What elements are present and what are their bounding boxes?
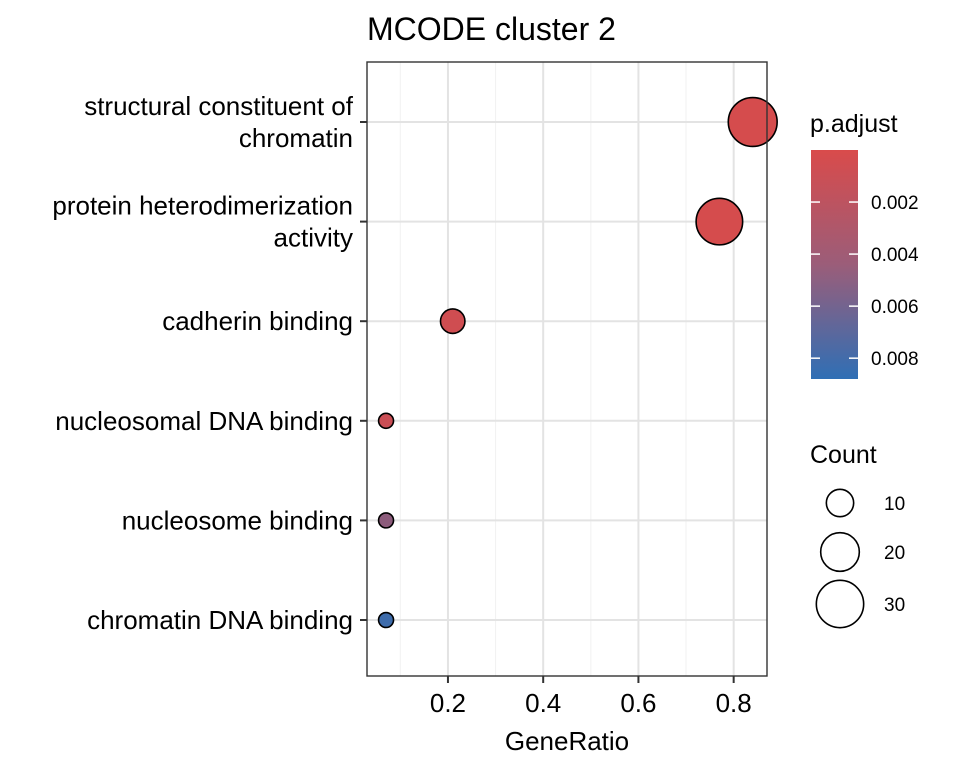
x-tick-label: 0.8: [716, 688, 752, 718]
color-bar-tick-label: 0.004: [871, 245, 919, 266]
size-legend-title: Count: [810, 441, 877, 469]
size-legend-label: 30: [884, 595, 905, 616]
data-point: [377, 412, 395, 430]
y-tick-label: activity: [274, 223, 353, 253]
color-bar: [811, 150, 858, 379]
grid-lines: [367, 62, 767, 676]
data-point: [439, 308, 466, 335]
color-bar-tick-label: 0.006: [871, 297, 919, 318]
size-legend-circle: [819, 531, 861, 573]
plot-border: [366, 61, 768, 677]
y-tick-label: chromatin: [239, 123, 353, 153]
y-tick-label: nucleosomal DNA binding: [55, 406, 353, 436]
size-legend-items: 10 20 30: [815, 488, 905, 629]
y-tick-label: structural constituent of: [84, 91, 354, 121]
data-points: [377, 96, 778, 629]
chart-title: MCODE cluster 2: [367, 11, 616, 47]
size-legend-label: 10: [884, 494, 905, 515]
x-axis: 0.2 0.4 0.6 0.8: [430, 676, 752, 718]
y-tick-label: cadherin binding: [162, 306, 353, 336]
plot-panel: [367, 62, 767, 676]
color-legend: p.adjust 0.002 0.004 0.006 0.008: [810, 110, 919, 379]
y-tick-label: chromatin DNA binding: [87, 605, 353, 635]
data-point: [377, 512, 395, 529]
size-legend-circle: [825, 488, 855, 518]
color-bar-tick-label: 0.002: [871, 193, 919, 214]
color-legend-title: p.adjust: [810, 110, 898, 138]
data-point: [727, 96, 778, 148]
y-tick-label: nucleosome binding: [122, 505, 353, 535]
x-tick-label: 0.6: [620, 688, 656, 718]
y-tick-label: protein heterodimerization: [52, 191, 353, 221]
x-axis-label: GeneRatio: [505, 726, 629, 756]
size-legend: Count 10 20 30: [810, 441, 905, 629]
color-bar-ticks: 0.002 0.004 0.006 0.008: [811, 193, 919, 370]
x-tick-label: 0.2: [430, 688, 466, 718]
data-point: [377, 611, 395, 629]
size-legend-label: 20: [884, 543, 905, 564]
data-point: [695, 197, 744, 246]
x-tick-label: 0.4: [525, 688, 561, 718]
color-bar-tick-label: 0.008: [871, 349, 919, 370]
size-legend-circle: [815, 579, 865, 629]
